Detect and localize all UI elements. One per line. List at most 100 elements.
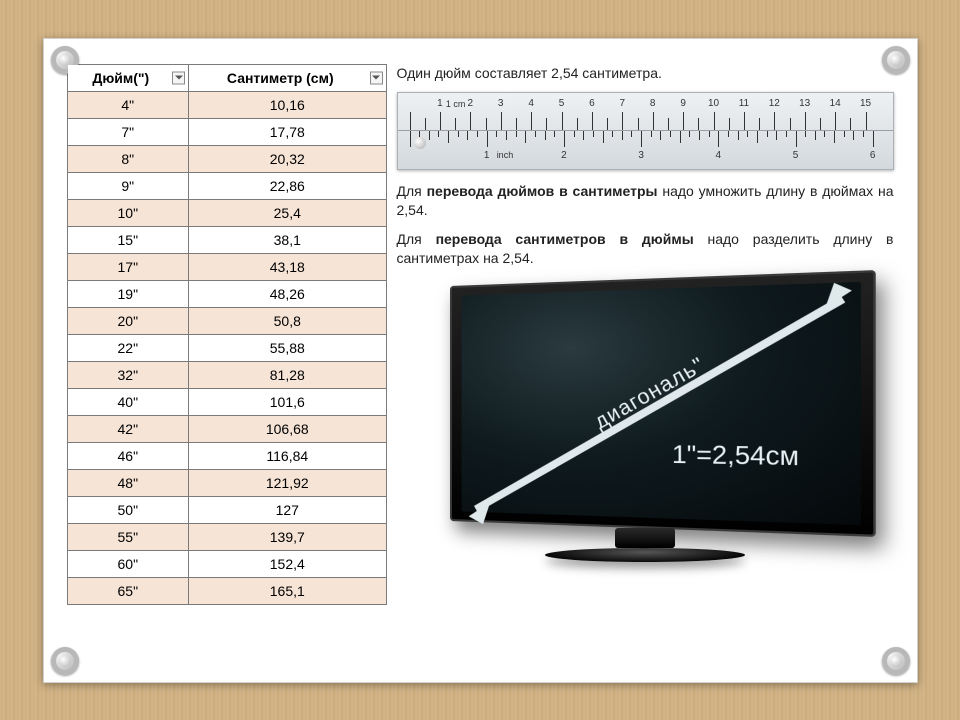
col-inch-header[interactable]: Дюйм(") bbox=[67, 64, 189, 91]
cell-cm: 17,78 bbox=[189, 118, 386, 145]
cell-inch: 20" bbox=[67, 307, 189, 334]
cell-inch: 65" bbox=[67, 577, 189, 604]
dropdown-icon[interactable] bbox=[370, 71, 383, 84]
table-row: 60"152,4 bbox=[67, 550, 386, 577]
dropdown-icon[interactable] bbox=[172, 71, 185, 84]
tv-stand bbox=[545, 532, 745, 562]
ruler-inch-num: 1 bbox=[484, 149, 490, 163]
cell-inch: 19" bbox=[67, 280, 189, 307]
cell-cm: 127 bbox=[189, 496, 386, 523]
paragraph-in-to-cm: Для перевода дюймов в сантиметры надо ум… bbox=[397, 182, 894, 220]
ruler-inch-unit: inch bbox=[497, 149, 514, 161]
cell-inch: 32" bbox=[67, 361, 189, 388]
tv-screen: диагональ" 1"=2,54см bbox=[462, 282, 861, 525]
cell-cm: 121,92 bbox=[189, 469, 386, 496]
ruler-cm-num: 7 bbox=[620, 97, 626, 111]
table-row: 19"48,26 bbox=[67, 280, 386, 307]
explanation-panel: Один дюйм составляет 2,54 сантиметра. 1 … bbox=[397, 64, 894, 657]
ruler-graphic: 1 cm123456789101112131415 inch123456 bbox=[397, 92, 894, 170]
ruler-cm-num: 14 bbox=[830, 97, 841, 111]
table-row: 15"38,1 bbox=[67, 226, 386, 253]
paragraph-cm-to-in: Для перевода сантиметров в дюймы надо ра… bbox=[397, 230, 894, 268]
p1-bold: перевода дюймов в сантиметры bbox=[427, 183, 658, 199]
p2-pre: Для bbox=[397, 231, 436, 247]
table-row: 46"116,84 bbox=[67, 442, 386, 469]
cell-inch: 46" bbox=[67, 442, 189, 469]
ruler-cm-num: 13 bbox=[799, 97, 810, 111]
conversion-table: Дюйм(") Сантиметр (см) 4"10,167"17,788"2… bbox=[67, 64, 387, 605]
table-row: 4"10,16 bbox=[67, 91, 386, 118]
ruler-inch-num: 5 bbox=[793, 149, 799, 163]
cell-cm: 43,18 bbox=[189, 253, 386, 280]
cell-cm: 48,26 bbox=[189, 280, 386, 307]
cell-inch: 10" bbox=[67, 199, 189, 226]
ruler-cm-num: 11 bbox=[739, 97, 749, 111]
table-row: 42"106,68 bbox=[67, 415, 386, 442]
table-row: 50"127 bbox=[67, 496, 386, 523]
table-row: 55"139,7 bbox=[67, 523, 386, 550]
cell-inch: 9" bbox=[67, 172, 189, 199]
ruler-cm-num: 5 bbox=[559, 97, 565, 111]
grommet-icon bbox=[882, 46, 910, 74]
conversion-table-wrap: Дюйм(") Сантиметр (см) 4"10,167"17,788"2… bbox=[67, 64, 387, 657]
cell-cm: 10,16 bbox=[189, 91, 386, 118]
ruler-cm-num: 10 bbox=[708, 97, 719, 111]
table-row: 40"101,6 bbox=[67, 388, 386, 415]
grommet-icon bbox=[51, 647, 79, 675]
cell-inch: 4" bbox=[67, 91, 189, 118]
p2-bold: перевода сантиметров в дюймы bbox=[436, 231, 694, 247]
p1-pre: Для bbox=[397, 183, 427, 199]
ruler-cm-num: 3 bbox=[498, 97, 504, 111]
cell-inch: 48" bbox=[67, 469, 189, 496]
cell-inch: 8" bbox=[67, 145, 189, 172]
ruler-inch-num: 3 bbox=[638, 149, 644, 163]
col-cm-label: Сантиметр (см) bbox=[227, 70, 334, 86]
cell-cm: 81,28 bbox=[189, 361, 386, 388]
table-row: 32"81,28 bbox=[67, 361, 386, 388]
table-row: 20"50,8 bbox=[67, 307, 386, 334]
col-cm-header[interactable]: Сантиметр (см) bbox=[189, 64, 386, 91]
cell-inch: 17" bbox=[67, 253, 189, 280]
ruler-inch-num: 6 bbox=[870, 149, 876, 163]
ruler-cm-num: 2 bbox=[468, 97, 474, 111]
ruler-cm-num: 6 bbox=[589, 97, 595, 111]
cell-inch: 15" bbox=[67, 226, 189, 253]
cell-cm: 116,84 bbox=[189, 442, 386, 469]
table-row: 48"121,92 bbox=[67, 469, 386, 496]
grommet-icon bbox=[882, 647, 910, 675]
ruler-cm-num: 1 bbox=[437, 97, 443, 111]
tv-bezel: диагональ" 1"=2,54см bbox=[450, 270, 876, 537]
cell-cm: 106,68 bbox=[189, 415, 386, 442]
cell-inch: 55" bbox=[67, 523, 189, 550]
diagonal-arrow-icon bbox=[462, 282, 861, 539]
cell-inch: 42" bbox=[67, 415, 189, 442]
table-row: 65"165,1 bbox=[67, 577, 386, 604]
intro-text: Один дюйм составляет 2,54 сантиметра. bbox=[397, 64, 894, 83]
table-row: 10"25,4 bbox=[67, 199, 386, 226]
cell-inch: 22" bbox=[67, 334, 189, 361]
cell-inch: 7" bbox=[67, 118, 189, 145]
table-row: 7"17,78 bbox=[67, 118, 386, 145]
ruler-hole-icon bbox=[414, 137, 426, 149]
table-row: 17"43,18 bbox=[67, 253, 386, 280]
ruler-cm-num: 9 bbox=[680, 97, 686, 111]
col-inch-label: Дюйм(") bbox=[92, 70, 149, 86]
cell-cm: 38,1 bbox=[189, 226, 386, 253]
cell-inch: 50" bbox=[67, 496, 189, 523]
conversion-formula: 1"=2,54см bbox=[672, 438, 799, 475]
ruler-inch-num: 2 bbox=[561, 149, 567, 163]
ruler-inch-num: 4 bbox=[716, 149, 722, 163]
cell-cm: 20,32 bbox=[189, 145, 386, 172]
ruler-cm-num: 8 bbox=[650, 97, 656, 111]
cell-cm: 139,7 bbox=[189, 523, 386, 550]
cell-inch: 60" bbox=[67, 550, 189, 577]
cell-cm: 25,4 bbox=[189, 199, 386, 226]
cell-cm: 165,1 bbox=[189, 577, 386, 604]
cell-cm: 101,6 bbox=[189, 388, 386, 415]
cell-inch: 40" bbox=[67, 388, 189, 415]
slide-frame: Дюйм(") Сантиметр (см) 4"10,167"17,788"2… bbox=[43, 38, 918, 683]
ruler-cm-num: 12 bbox=[769, 97, 780, 111]
cell-cm: 152,4 bbox=[189, 550, 386, 577]
table-row: 9"22,86 bbox=[67, 172, 386, 199]
tv-illustration: диагональ" 1"=2,54см bbox=[430, 278, 860, 568]
